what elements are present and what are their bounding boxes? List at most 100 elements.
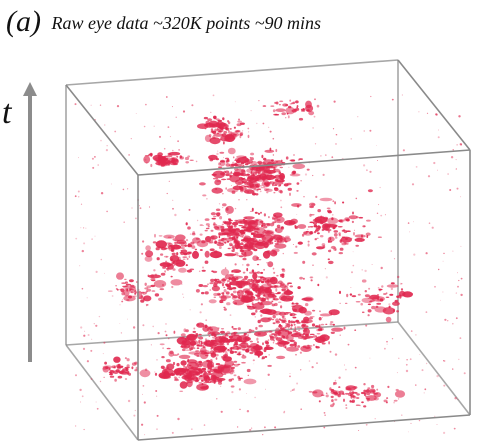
gaze-point — [160, 246, 167, 251]
gaze-point — [324, 216, 327, 219]
gaze-point — [215, 208, 221, 212]
gaze-point — [94, 156, 96, 158]
gaze-point — [199, 340, 203, 343]
gaze-point — [171, 261, 175, 264]
gaze-point — [411, 183, 415, 186]
gaze-point — [210, 280, 214, 283]
gaze-point — [271, 318, 275, 321]
gaze-point — [121, 300, 124, 303]
gaze-point — [291, 389, 294, 391]
gaze-point — [195, 379, 199, 382]
gaze-point — [210, 229, 214, 232]
gaze-point — [134, 369, 138, 372]
gaze-point — [262, 122, 265, 125]
gaze-point — [223, 289, 227, 293]
gaze-point — [415, 166, 418, 168]
gaze-point — [251, 279, 255, 284]
gaze-point — [303, 297, 306, 300]
gaze-point — [86, 297, 88, 299]
gaze-point — [218, 162, 221, 166]
gaze-point — [272, 322, 276, 325]
gaze-point — [106, 145, 108, 147]
gaze-point — [397, 275, 400, 279]
gaze-point — [261, 154, 264, 159]
gaze-point — [75, 237, 78, 240]
gaze-point — [366, 219, 371, 222]
gaze-point — [291, 302, 294, 305]
gaze-point — [217, 150, 219, 152]
gaze-point — [142, 240, 145, 243]
gaze-point — [185, 349, 190, 351]
gaze-point — [195, 160, 198, 163]
gaze-point — [311, 252, 317, 256]
gaze-point — [261, 356, 265, 360]
gaze-point — [305, 303, 309, 307]
gaze-point — [311, 366, 314, 369]
gaze-point — [222, 241, 227, 243]
gaze-point — [370, 95, 372, 98]
gaze-point — [460, 293, 463, 297]
gaze-point — [145, 161, 148, 164]
gaze-point — [212, 378, 218, 381]
gaze-point — [151, 279, 156, 282]
gaze-point — [377, 236, 382, 238]
gaze-point — [265, 188, 273, 192]
gaze-point — [223, 130, 228, 134]
gaze-point — [188, 366, 200, 373]
gaze-point — [315, 346, 319, 348]
gaze-point — [83, 227, 85, 229]
gaze-point — [437, 136, 440, 139]
gaze-point — [144, 368, 148, 371]
gaze-point — [253, 188, 257, 191]
gaze-point — [159, 262, 172, 268]
gaze-point — [281, 321, 286, 324]
gaze-point — [265, 344, 270, 347]
gaze-point — [186, 379, 193, 388]
gaze-point — [198, 270, 201, 273]
gaze-point — [444, 318, 447, 321]
gaze-point — [158, 157, 161, 161]
gaze-point — [354, 237, 365, 242]
gaze-point — [333, 381, 337, 385]
gaze-point — [274, 187, 279, 192]
gaze-point — [275, 228, 277, 232]
gaze-point — [276, 274, 279, 277]
gaze-point — [131, 207, 133, 209]
gaze-point — [144, 158, 147, 161]
gaze-point — [240, 189, 244, 193]
gaze-point — [258, 242, 263, 244]
gaze-point — [425, 311, 428, 313]
gaze-point — [299, 351, 302, 354]
gaze-point — [201, 367, 207, 371]
gaze-point — [231, 391, 234, 394]
gaze-point — [327, 209, 332, 213]
gaze-point — [213, 339, 225, 346]
gaze-point — [447, 320, 449, 322]
gaze-point — [175, 116, 177, 119]
gaze-point — [260, 314, 263, 317]
gaze-point — [363, 405, 367, 408]
gaze-point — [275, 101, 279, 105]
gaze-point — [246, 331, 252, 334]
gaze-point — [142, 393, 143, 395]
gaze-point — [302, 345, 306, 349]
gaze-point — [294, 108, 297, 111]
gaze-point — [213, 222, 216, 226]
gaze-point — [78, 196, 80, 198]
gaze-point — [263, 268, 265, 271]
gaze-point — [318, 400, 321, 403]
gaze-point — [221, 278, 226, 282]
gaze-point — [171, 431, 174, 434]
gaze-point — [274, 285, 279, 288]
gaze-point — [161, 283, 165, 287]
gaze-point — [182, 256, 188, 258]
gaze-point — [246, 263, 250, 267]
gaze-point — [222, 354, 225, 358]
gaze-point — [248, 179, 252, 182]
gaze-point — [267, 364, 272, 367]
gaze-point — [243, 177, 246, 179]
gaze-point — [226, 302, 231, 306]
gaze-point — [316, 246, 325, 250]
gaze-point — [260, 276, 264, 279]
gaze-point — [255, 309, 258, 313]
